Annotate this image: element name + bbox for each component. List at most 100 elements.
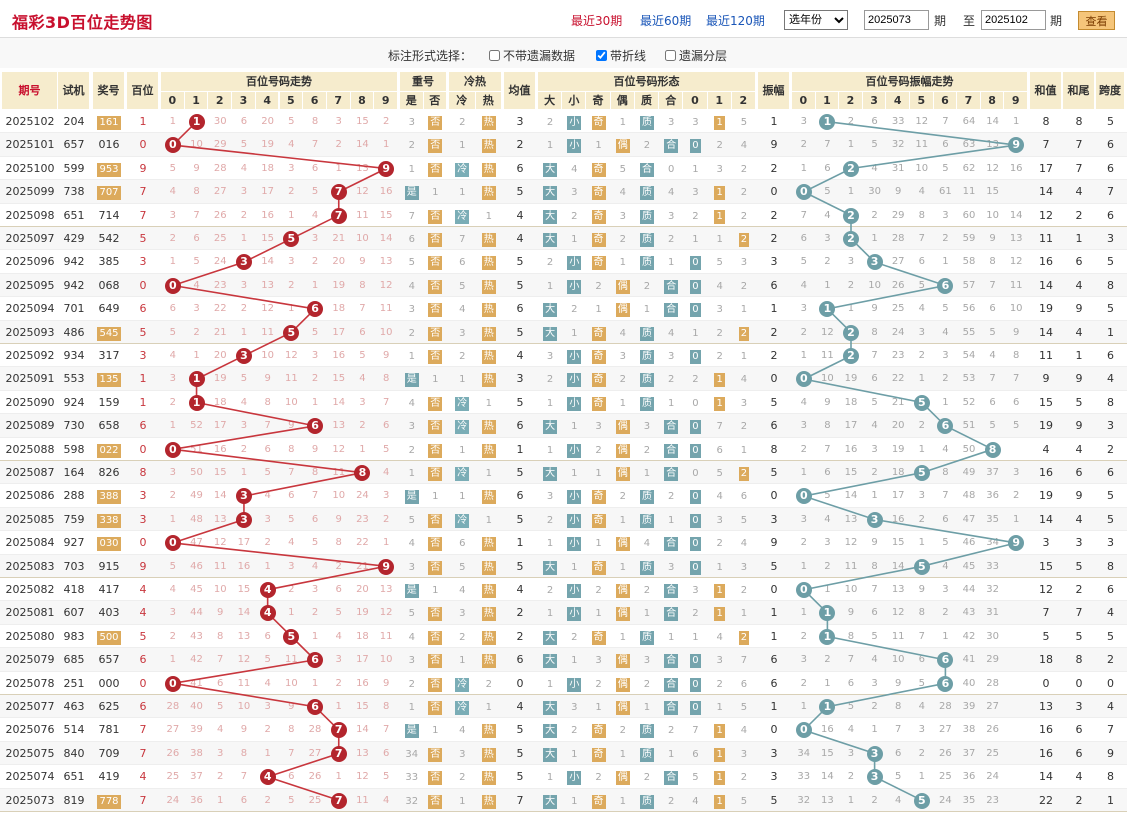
- shape-cell: 小: [562, 367, 586, 390]
- coldhot-value: 热: [481, 373, 496, 388]
- shape-value: 1: [571, 561, 578, 573]
- shape-cell: 偶: [611, 648, 635, 671]
- shape-value: 7: [692, 725, 699, 737]
- shape-value: 1: [571, 327, 578, 339]
- repeat-value: 2: [408, 140, 415, 152]
- trend-ball-number: 3: [235, 511, 252, 528]
- sum-cell: 8: [1042, 115, 1050, 128]
- amp-ball-number: 3: [866, 254, 883, 271]
- amp-miss-cell: 23: [986, 794, 999, 806]
- query-button[interactable]: 查看: [1078, 11, 1115, 30]
- omission-layers-checkbox[interactable]: [665, 50, 676, 61]
- polyline-checkbox[interactable]: [596, 50, 607, 61]
- amp-miss-cell: 27: [891, 256, 905, 268]
- amp-miss-cell: 3: [942, 350, 949, 361]
- end-issue-input[interactable]: [981, 10, 1046, 30]
- trend-digit-header: 8: [350, 92, 375, 110]
- avg-cell: 5: [516, 325, 524, 339]
- coldhot-cell: 热: [476, 110, 503, 133]
- amp-ball-number: 0: [795, 582, 812, 598]
- amp-miss-cell: 18: [844, 396, 858, 408]
- tail-cell: 4: [1075, 442, 1083, 456]
- coldhot-value: 3: [459, 608, 466, 620]
- col-issue-header[interactable]: 期号: [2, 72, 58, 110]
- shape-cell: 1: [586, 695, 610, 718]
- repeat-value: 3: [408, 421, 415, 433]
- shape-value: 3: [740, 397, 748, 409]
- coldhot-cell: 热: [476, 157, 503, 180]
- amp-cell: 0: [770, 723, 778, 737]
- trend-miss-cell: 6: [217, 677, 224, 689]
- shape-cell: 质: [635, 742, 659, 765]
- no-omission-checkbox[interactable]: [489, 50, 500, 61]
- trend-miss-cell: 49: [190, 490, 203, 502]
- period-30-link[interactable]: 最近30期: [571, 14, 623, 28]
- shape-value: 3: [571, 187, 578, 199]
- repeat-cell: 1: [424, 180, 448, 203]
- trend-miss-cell: 7: [288, 467, 295, 478]
- shape-value: 0: [690, 701, 701, 715]
- span-cell: 4: [1107, 700, 1114, 713]
- shape-value: 6: [740, 678, 748, 690]
- trend-miss-cell: 22: [356, 537, 369, 549]
- coldhot-cell: 冷: [449, 391, 476, 414]
- trend-miss-cell: 24: [166, 794, 180, 806]
- amp-miss-cell: 22: [891, 373, 905, 385]
- amp-miss-cell: 4: [800, 396, 807, 408]
- amp-cell: 3: [770, 746, 778, 760]
- repeat-value: 否: [428, 537, 443, 552]
- shape-cell: 1: [562, 414, 586, 437]
- trend-ball: 0: [161, 438, 185, 461]
- shape-value: 1: [595, 468, 602, 479]
- coldhot-value: 热: [481, 116, 496, 130]
- amp-miss-cell: 24: [939, 794, 952, 806]
- amp-ball-number: 9: [1008, 535, 1025, 552]
- trend-miss-cell: 4: [169, 186, 177, 198]
- amp-miss-cell: 4: [942, 326, 949, 338]
- trend-miss-cell: 4: [311, 560, 319, 572]
- repeat-cell: 否: [424, 765, 448, 788]
- coldhot-cell: 5: [449, 274, 476, 297]
- option-omission-layers[interactable]: 遗漏分层: [665, 47, 727, 64]
- shape-value: 质: [639, 209, 654, 224]
- repeat-cell: 否: [424, 461, 448, 484]
- shape-value: 1: [692, 234, 699, 245]
- repeat-cell: 33: [400, 765, 424, 788]
- sum-cell: 5: [1042, 629, 1050, 643]
- option-polyline[interactable]: 带折线: [596, 47, 646, 64]
- period-60-link[interactable]: 最近60期: [640, 14, 692, 28]
- period-120-link[interactable]: 最近120期: [706, 14, 765, 28]
- span-cell: 2: [1107, 442, 1114, 456]
- shape-cell: 1: [635, 695, 659, 718]
- shape-cell: 4: [562, 157, 586, 180]
- trend-ball-number: 9: [378, 558, 395, 575]
- trend-miss-cell: 2: [264, 537, 271, 549]
- shape-cell: 2: [732, 321, 756, 344]
- shape-value: 偶: [615, 771, 630, 786]
- shape-value: 小: [567, 513, 582, 528]
- repeat-cell: 7: [400, 204, 424, 227]
- option-no-omission[interactable]: 不带遗漏数据: [489, 47, 575, 64]
- shape-cell: 小: [562, 765, 586, 788]
- shape-cell: 奇: [586, 718, 610, 741]
- year-select[interactable]: 选年份: [784, 10, 848, 30]
- shape-value: 1: [668, 631, 675, 643]
- shape-value: 5: [692, 772, 699, 784]
- hundred-cell: 1: [139, 115, 147, 128]
- trend-miss-cell: 30: [213, 116, 227, 127]
- shape-cell: 质: [635, 321, 659, 344]
- shape-cell: 3: [586, 648, 610, 671]
- shape-cell: 1: [538, 391, 562, 414]
- shape-value: 1: [643, 702, 651, 713]
- amp-miss-cell: 7: [942, 490, 949, 502]
- start-issue-input[interactable]: [864, 10, 929, 30]
- prize-number: 657: [98, 653, 120, 667]
- trend-miss-cell: 11: [284, 654, 298, 666]
- trend-miss-cell: 37: [190, 771, 203, 783]
- amp-miss-cell: 14: [844, 490, 858, 502]
- span-cell: 5: [1107, 489, 1114, 503]
- amp-ball-number: 1: [819, 114, 836, 130]
- trend-miss-cell: 1: [311, 396, 319, 408]
- repeat-cell: 否: [424, 133, 448, 156]
- coldhot-value: 热: [481, 233, 496, 247]
